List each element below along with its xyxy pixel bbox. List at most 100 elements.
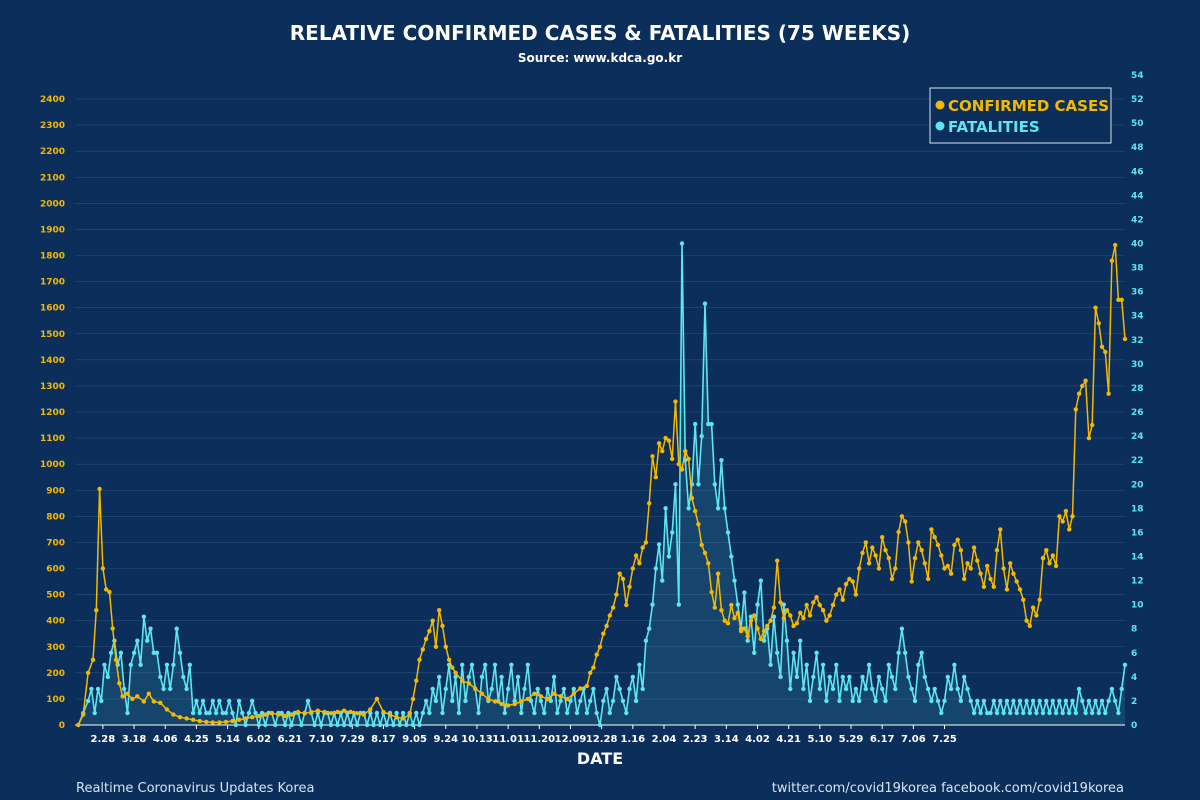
- fatalities-point: [693, 421, 698, 427]
- cases-point: [584, 683, 590, 689]
- fatalities-point: [722, 506, 727, 511]
- fatalities-point: [1047, 710, 1052, 716]
- x-tick-label: 8.17: [371, 734, 396, 745]
- fatalities-point: [108, 650, 114, 655]
- fatalities-point: [125, 710, 130, 716]
- fatalities-point: [145, 638, 150, 643]
- cases-point: [847, 576, 852, 582]
- fatalities-point: [433, 698, 439, 704]
- cases-point: [889, 576, 895, 582]
- cases-point: [610, 605, 616, 610]
- cases-point: [601, 631, 606, 636]
- fatalities-point: [528, 698, 534, 704]
- fatalities-point: [994, 710, 1000, 716]
- cases-point: [545, 696, 550, 702]
- fatalities-point: [230, 710, 235, 716]
- cases-point: [269, 711, 275, 716]
- fatalities-point: [318, 722, 324, 728]
- fatalities-point: [400, 710, 406, 716]
- fatalities-point: [985, 710, 990, 716]
- fatalities-point: [371, 722, 376, 728]
- fatalities-point: [962, 674, 967, 680]
- fatalities-point: [597, 722, 603, 728]
- fatalities-point: [1080, 698, 1085, 704]
- fatalities-point: [696, 482, 701, 487]
- cases-line: [77, 244, 1126, 726]
- fatalities-point: [164, 662, 170, 667]
- cases-point: [1017, 587, 1023, 592]
- fatalities-point: [624, 710, 629, 716]
- cases-point: [387, 712, 393, 717]
- cases-point: [256, 713, 261, 719]
- fatalities-point: [210, 698, 215, 704]
- fatalities-point: [788, 686, 793, 692]
- cases-point: [1083, 378, 1088, 383]
- fatalities-point: [443, 686, 448, 692]
- fatalities-point: [610, 698, 616, 704]
- y-left-tick-label: 1900: [40, 225, 65, 235]
- cases-point: [738, 628, 744, 634]
- cases-point: [1067, 527, 1072, 532]
- cases-point: [348, 709, 353, 715]
- cases-point: [117, 681, 122, 686]
- y-left-tick-label: 0: [59, 721, 65, 731]
- fatalities-point: [410, 722, 416, 728]
- y-right-tick-label: 26: [1131, 408, 1144, 418]
- cases-point: [811, 600, 816, 605]
- fatalities-point: [279, 710, 284, 716]
- fatalities-point: [935, 698, 941, 704]
- y-right-tick-label: 24: [1131, 432, 1144, 442]
- cases-point: [837, 587, 842, 592]
- cases-point: [975, 558, 980, 563]
- y-right-tick-label: 12: [1131, 577, 1144, 587]
- fatalities-point: [122, 686, 127, 692]
- fatalities-point: [1122, 662, 1128, 667]
- cases-point: [597, 644, 603, 649]
- y-right-tick-label: 18: [1131, 504, 1144, 514]
- cases-point: [801, 615, 806, 621]
- y-right-tick-label: 30: [1131, 360, 1144, 370]
- fatalities-point: [998, 698, 1003, 704]
- fatalities-point: [158, 674, 163, 680]
- fatalities-point: [719, 458, 724, 463]
- fatalities-point: [588, 698, 593, 704]
- cases-point: [322, 709, 327, 715]
- fatalities-point: [932, 686, 937, 692]
- cases-point: [965, 561, 970, 566]
- x-tick-label: 12.28: [586, 734, 618, 745]
- cases-point: [709, 589, 714, 595]
- cases-point: [909, 579, 914, 584]
- cases-point: [525, 696, 530, 702]
- cases-point: [565, 696, 570, 702]
- fatalities-point: [1004, 698, 1010, 704]
- cases-point: [830, 602, 836, 608]
- fatalities-point: [118, 650, 124, 655]
- x-tick-label: 4.02: [745, 734, 770, 745]
- cases-point: [410, 696, 416, 702]
- cases-point: [420, 647, 425, 652]
- fatalities-point: [824, 698, 829, 704]
- cases-point: [781, 615, 786, 621]
- cases-point: [1086, 435, 1092, 441]
- cases-point: [427, 628, 432, 634]
- fatalities-point: [1076, 686, 1082, 692]
- cases-point: [1001, 566, 1006, 571]
- x-tick-label: 2.04: [652, 734, 677, 745]
- fatalities-point: [820, 662, 826, 667]
- cases-point: [1093, 305, 1098, 310]
- cases-point: [893, 566, 898, 571]
- y-left-tick-label: 1500: [40, 330, 65, 340]
- y-right-tick-label: 32: [1131, 336, 1144, 346]
- fatalities-point: [925, 686, 931, 692]
- cases-point: [630, 566, 635, 571]
- cases-point: [742, 626, 747, 631]
- fatalities-point: [253, 710, 258, 716]
- fatalities-point: [1070, 698, 1075, 704]
- cases-point: [158, 700, 163, 705]
- fatalities-point: [604, 686, 609, 692]
- fatalities-point: [591, 686, 596, 692]
- x-tick-label: 11.20: [523, 734, 555, 745]
- fatalities-point: [1116, 710, 1121, 716]
- fatalities-point: [860, 674, 865, 680]
